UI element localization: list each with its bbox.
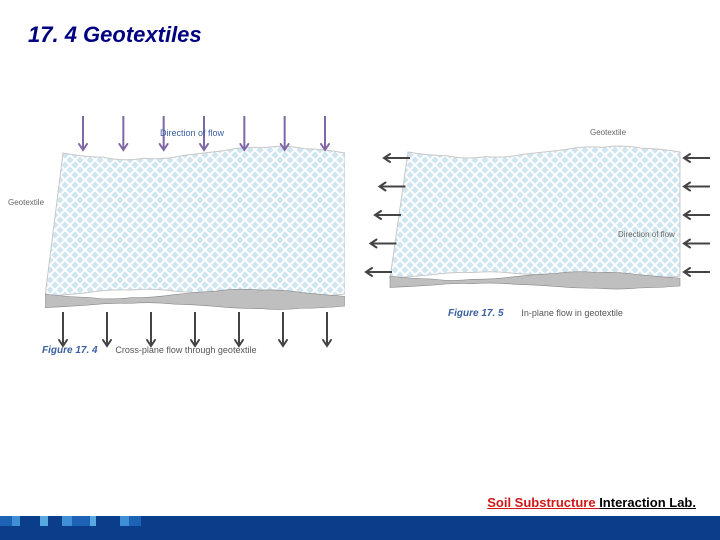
footer-stripe: [96, 516, 120, 526]
footer-stripe: [62, 516, 72, 526]
footer-stripe: [48, 516, 62, 526]
figure-caption-text-left: Cross-plane flow through geotextile: [115, 345, 256, 355]
lab-name-part: Soil: [487, 495, 514, 510]
label-direction-of-flow-left: Direction of flow: [160, 128, 224, 138]
lab-name-part: Substructure: [515, 495, 600, 510]
footer-stripe: [171, 516, 720, 526]
lab-name-part: Lab.: [669, 495, 696, 510]
footer: Soil Substructure Interaction Lab.: [0, 516, 720, 540]
footer-stripe: [12, 516, 20, 526]
figure-label-right: Figure 17. 5: [448, 308, 504, 319]
footer-stripe-band: [0, 516, 720, 526]
footer-stripe: [72, 516, 90, 526]
footer-stripe: [20, 516, 40, 526]
label-geotextile-left: Geotextile: [8, 198, 44, 207]
figure-in-plane: [350, 130, 720, 300]
figure-caption-text-right: In-plane flow in geotextile: [521, 308, 623, 318]
footer-stripe: [141, 516, 171, 526]
lab-name-part: Interaction: [599, 495, 669, 510]
footer-stripe: [0, 516, 12, 526]
lab-name: Soil Substructure Interaction Lab.: [487, 495, 696, 510]
figure-caption-left: Figure 17. 4 Cross-plane flow through ge…: [42, 340, 256, 358]
label-geotextile-right: Geotextile: [590, 128, 626, 137]
figure-caption-right: Figure 17. 5 In-plane flow in geotextile: [448, 303, 623, 321]
section-heading: 17. 4 Geotextiles: [28, 22, 202, 48]
footer-stripe: [40, 516, 48, 526]
label-direction-of-flow-right: Direction of flow: [618, 230, 675, 239]
footer-solid-bar: [0, 526, 720, 540]
footer-stripe: [129, 516, 141, 526]
figure-label-left: Figure 17. 4: [42, 345, 98, 356]
footer-stripe: [120, 516, 129, 526]
